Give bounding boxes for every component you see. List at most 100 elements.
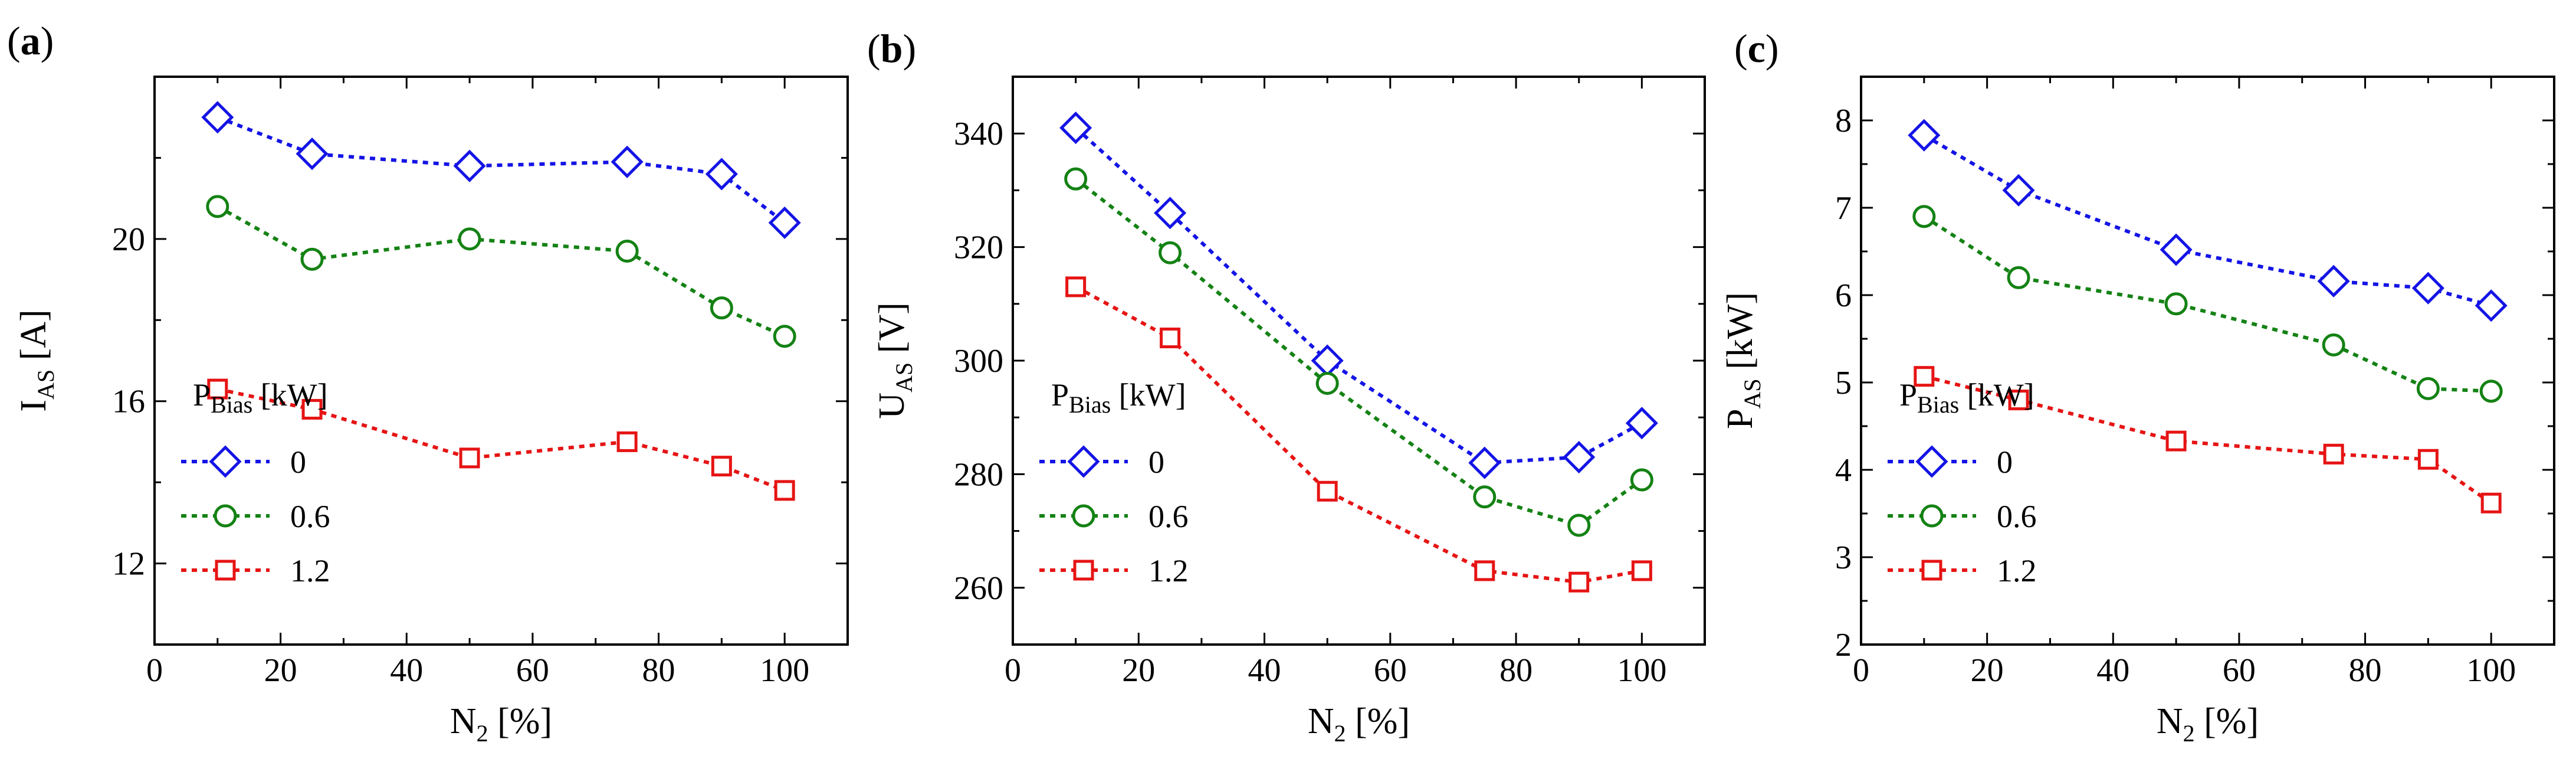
series-line xyxy=(1074,126,1643,465)
legend-marker xyxy=(1920,504,1944,528)
x-tick-label: 0 xyxy=(146,652,163,689)
data-point xyxy=(2164,292,2188,316)
y-tick-label: 16 xyxy=(112,384,145,420)
x-axis-title: N2 [%] xyxy=(1308,701,1410,747)
panel-label-close: ) xyxy=(903,26,916,71)
panel-label-letter: b xyxy=(881,26,903,71)
data-point xyxy=(611,145,644,178)
x-tick-label: 80 xyxy=(1499,652,1533,689)
x-axis-title: N2 [%] xyxy=(450,701,552,747)
series-1.2 xyxy=(1914,366,2502,514)
x-tick-label: 0 xyxy=(1005,652,1021,689)
data-point xyxy=(1468,446,1501,479)
y-tick-label: 5 xyxy=(1835,365,1852,401)
data-point xyxy=(201,101,234,134)
data-point xyxy=(458,227,481,251)
y-tick-label: 280 xyxy=(954,456,1003,493)
series-0.6 xyxy=(1912,205,2503,403)
x-tick-label: 100 xyxy=(1617,652,1666,689)
legend-marker xyxy=(1067,445,1100,478)
plot-frame xyxy=(153,76,849,646)
data-point xyxy=(2160,233,2193,266)
series-line xyxy=(1074,177,1643,528)
series-0 xyxy=(1059,112,1658,479)
data-point xyxy=(2323,443,2344,465)
panel-c: (c) 0 20 40 60 80 100 2 3 4 5 6 7 8 N2 [%] PAS [kW] PBia… xyxy=(1720,26,2555,747)
x-tick-label: 100 xyxy=(760,652,809,689)
data-point xyxy=(2479,380,2503,403)
data-point xyxy=(2411,272,2444,305)
legend-entry-0: 0 xyxy=(1888,444,2013,480)
data-point xyxy=(710,296,733,320)
y-tick-label: 7 xyxy=(1835,190,1852,227)
y-axis-title: IAS [A] xyxy=(14,309,59,411)
y-tick-label: 320 xyxy=(954,230,1003,266)
y-tick-label: 12 xyxy=(112,546,145,583)
data-point xyxy=(1625,407,1658,440)
legend-title: PBias [kW] xyxy=(193,377,328,418)
x-tick-label: 0 xyxy=(1853,652,1869,689)
legend-label: 1.2 xyxy=(1997,553,2037,588)
data-point xyxy=(206,195,229,218)
legend-entry-0.6: 0.6 xyxy=(1888,499,2037,534)
data-point xyxy=(301,398,323,420)
x-tick-label: 40 xyxy=(390,652,423,689)
data-point xyxy=(2480,492,2502,514)
data-point xyxy=(1159,241,1182,264)
panel-label: (b) xyxy=(867,26,916,71)
x-tick-label: 20 xyxy=(1122,652,1155,689)
y-tick-label: 20 xyxy=(112,221,145,258)
data-point xyxy=(1568,571,1590,593)
legend-label: 1.2 xyxy=(1148,553,1189,588)
series-0 xyxy=(201,101,801,239)
series-1.2 xyxy=(207,378,795,501)
y-tick-label: 260 xyxy=(954,570,1003,607)
legend-entry-1.2: 1.2 xyxy=(181,553,330,588)
series-line xyxy=(1923,215,2492,393)
legend-entry-1.2: 1.2 xyxy=(1039,553,1189,588)
legend-marker xyxy=(1915,445,1948,478)
y-tick-label: 340 xyxy=(954,116,1003,152)
panel-label-close: ) xyxy=(41,18,54,63)
legend-marker xyxy=(1921,560,1942,581)
legend-entry-0.6: 0.6 xyxy=(1039,499,1189,534)
legend-title: PBias [kW] xyxy=(1051,377,1186,418)
series-1.2 xyxy=(1065,276,1652,593)
data-point xyxy=(2322,333,2345,357)
data-point xyxy=(774,480,795,501)
data-point xyxy=(1317,480,1338,502)
data-point xyxy=(453,149,486,182)
data-point xyxy=(2317,264,2350,297)
legend-label: 0.6 xyxy=(1997,499,2037,534)
x-tick-label: 20 xyxy=(264,652,297,689)
legend: PBias [kW] 0 0.6 1.2 xyxy=(181,377,330,588)
data-point xyxy=(2007,266,2030,289)
panel-b: (b) 0 20 40 60 80 100 260 280 300 320 340 N2 [%] UAS … xyxy=(867,26,1706,747)
data-point xyxy=(705,158,738,191)
y-tick-label: 300 xyxy=(954,343,1003,380)
data-point xyxy=(1154,197,1187,230)
data-point xyxy=(1914,366,1935,387)
data-point xyxy=(207,378,228,400)
y-tick-label: 3 xyxy=(1835,539,1852,576)
legend: PBias [kW] 0 0.6 1.2 xyxy=(1888,377,2037,588)
data-point xyxy=(711,456,732,477)
data-point xyxy=(1474,560,1495,581)
data-point xyxy=(1315,371,1339,395)
legend-entry-0: 0 xyxy=(181,444,306,480)
panel-label-letter: a xyxy=(21,18,41,63)
y-tick-label: 4 xyxy=(1835,452,1852,489)
x-tick-label: 40 xyxy=(1248,652,1281,689)
data-point xyxy=(2475,289,2508,322)
series-0 xyxy=(1908,119,2508,322)
legend-label: 1.2 xyxy=(290,553,330,588)
data-point xyxy=(1160,328,1181,349)
series-line xyxy=(217,387,786,492)
data-point xyxy=(1631,560,1652,581)
legend: PBias [kW] 0 0.6 1.2 xyxy=(1039,377,1189,588)
x-tick-label: 100 xyxy=(2466,652,2516,689)
data-point xyxy=(616,431,638,452)
data-point xyxy=(1563,441,1596,474)
panel-label: (c) xyxy=(1734,26,1779,71)
legend-marker xyxy=(215,560,236,581)
